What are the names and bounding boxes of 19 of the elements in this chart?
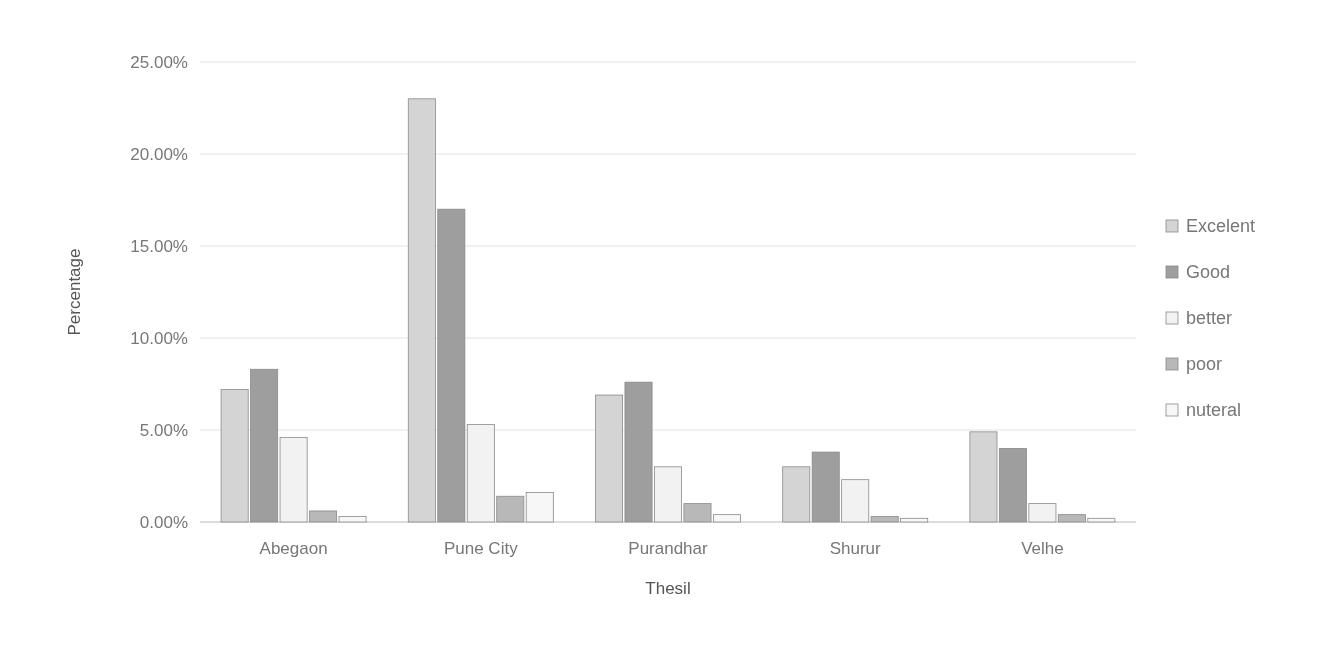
- x-tick-label: Shurur: [829, 539, 882, 558]
- bar: [525, 492, 554, 523]
- legend-label: nuteral: [1186, 400, 1242, 421]
- x-tick-label: Velhe: [1021, 539, 1064, 558]
- y-tick-label: 5.00%: [139, 420, 188, 440]
- y-tick-label: 10.00%: [130, 328, 188, 348]
- x-tick-label: Purandhar: [628, 539, 709, 558]
- y-tick-label: 15.00%: [130, 236, 188, 256]
- x-tick-label: Abegaon: [259, 539, 328, 558]
- x-axis-title: Thesil: [645, 579, 691, 598]
- y-tick-label: 20.00%: [130, 144, 188, 164]
- x-tick-label: Pune City: [443, 539, 519, 558]
- y-tick-label: 25.00%: [130, 52, 188, 72]
- legend-label: Good: [1186, 262, 1231, 283]
- y-axis-title: Percentage: [65, 248, 84, 336]
- y-tick-label: 0.00%: [139, 512, 188, 532]
- legend-label: better: [1186, 308, 1233, 329]
- legend-label: poor: [1186, 354, 1223, 375]
- legend-label: Excelent: [1186, 216, 1256, 237]
